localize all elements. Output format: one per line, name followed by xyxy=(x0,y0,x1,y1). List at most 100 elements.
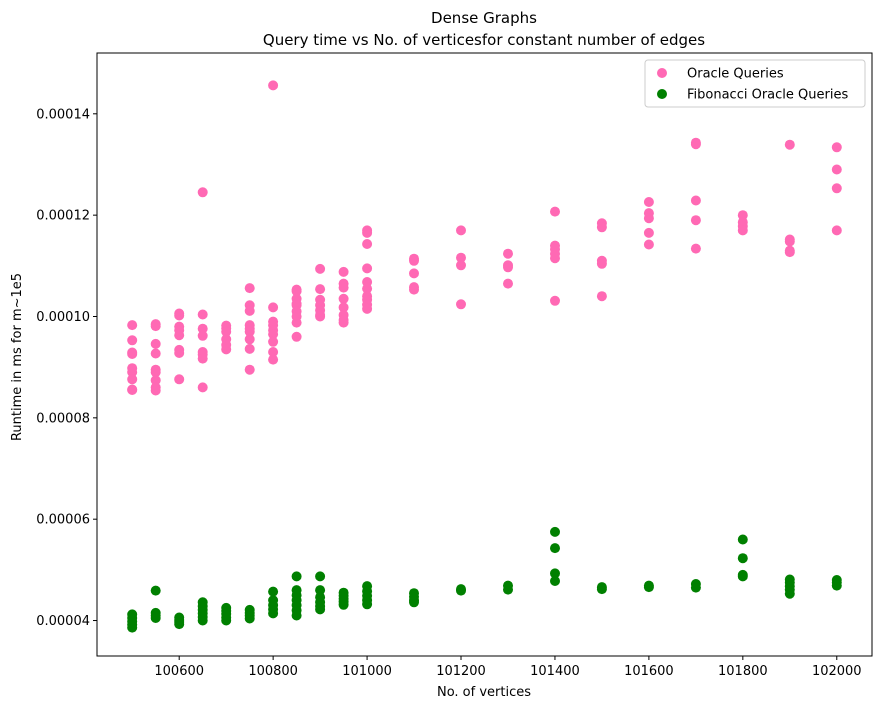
y-axis-label: Runtime in ms for m~1e5 xyxy=(10,273,25,441)
fibonacci-oracle-queries-point xyxy=(268,586,279,597)
fibonacci-oracle-queries-point xyxy=(831,580,842,591)
oracle-queries-point xyxy=(127,367,138,378)
oracle-queries-point xyxy=(362,227,373,238)
oracle-queries-point xyxy=(244,326,255,337)
oracle-queries-point xyxy=(268,354,279,365)
oracle-queries-point xyxy=(503,278,513,289)
chart-title: Dense Graphs xyxy=(431,9,537,27)
oracle-queries-point xyxy=(784,247,795,258)
oracle-queries-point xyxy=(315,263,326,274)
oracle-queries-point xyxy=(338,317,349,328)
oracle-queries-point xyxy=(244,364,255,375)
fibonacci-oracle-queries-point xyxy=(315,571,326,582)
oracle-queries-point xyxy=(150,338,161,349)
oracle-queries-point xyxy=(244,334,255,345)
oracle-queries-point xyxy=(291,317,302,328)
oracle-queries-point xyxy=(503,262,513,273)
oracle-queries-point xyxy=(456,225,466,236)
fibonacci-oracle-queries-point xyxy=(221,615,232,626)
fibonacci-oracle-queries-point xyxy=(244,613,255,624)
oracle-queries-point xyxy=(338,293,349,304)
fibonacci-oracle-queries-point xyxy=(550,576,560,586)
oracle-queries-point xyxy=(831,183,842,194)
oracle-queries-point xyxy=(127,349,138,359)
legend-box xyxy=(644,59,866,108)
y-tick-label: 0.00004 xyxy=(36,614,90,629)
oracle-queries-point xyxy=(174,310,185,321)
fibonacci-oracle-queries-point xyxy=(315,604,326,615)
oracle-queries-point xyxy=(831,225,842,236)
oracle-queries-point xyxy=(362,239,373,249)
oracle-queries-point xyxy=(596,291,607,302)
fibonacci-oracle-queries-point xyxy=(690,582,701,593)
oracle-queries-point xyxy=(550,253,560,264)
oracle-queries-point xyxy=(362,263,373,274)
oracle-queries-point xyxy=(244,305,255,316)
x-tick-label: 100600 xyxy=(154,664,204,679)
oracle-queries-point xyxy=(690,195,701,206)
fibonacci-oracle-queries-point xyxy=(174,619,185,630)
oracle-queries-point xyxy=(150,375,161,386)
fibonacci-oracle-queries-point xyxy=(550,526,560,537)
x-axis-ticks: 100600 100800 101000 101200 101400 101600 1018… xyxy=(154,656,862,679)
oracle-queries-point xyxy=(784,139,795,150)
fibonacci-oracle-queries-point xyxy=(737,571,748,582)
oracle-queries-point xyxy=(127,374,138,385)
fibonacci-oracle-queries-point xyxy=(197,615,208,626)
oracle-queries-point xyxy=(643,239,654,250)
fibonacci-oracle-queries-point xyxy=(784,588,795,599)
chart-subtitle: Query time vs No. of verticesfor constan… xyxy=(263,31,705,49)
oracle-queries-point xyxy=(197,353,208,364)
y-tick-label: 0.00014 xyxy=(36,107,90,122)
oracle-queries-point xyxy=(268,336,279,347)
oracle-queries-point xyxy=(737,210,748,221)
oracle-queries-point xyxy=(550,295,560,306)
y-tick-label: 0.00012 xyxy=(36,209,90,224)
oracle-queries-point xyxy=(244,283,255,294)
oracle-queries-point xyxy=(127,385,138,395)
fibonacci-oracle-queries-point xyxy=(737,534,748,545)
oracle-queries-point xyxy=(268,302,279,313)
oracle-queries-point xyxy=(174,330,185,341)
oracle-queries-point xyxy=(737,225,748,236)
oracle-queries-point xyxy=(409,284,419,295)
oracle-queries-point xyxy=(268,329,279,340)
fibonacci-oracle-queries-point xyxy=(268,608,279,619)
oracle-queries-point xyxy=(338,266,349,277)
fibonacci-oracle-queries-point xyxy=(596,584,607,595)
fibonacci-oracle-queries-point xyxy=(503,584,513,595)
oracle-queries-point xyxy=(831,164,842,175)
oracle-queries-point xyxy=(409,255,419,266)
oracle-queries-point xyxy=(315,311,326,322)
oracle-queries-point xyxy=(150,367,161,378)
y-tick-label: 0.00006 xyxy=(36,513,90,528)
legend-label-oracle-queries: Oracle Queries xyxy=(687,67,784,82)
oracle-queries-point xyxy=(197,330,208,341)
x-tick-label: 101000 xyxy=(342,664,392,679)
oracle-queries-point xyxy=(291,331,302,342)
data-points xyxy=(127,80,842,633)
legend-marker-oracle-queries xyxy=(657,68,667,78)
oracle-queries-point xyxy=(150,321,161,332)
oracle-queries-point xyxy=(596,258,607,269)
oracle-queries-point xyxy=(268,347,279,357)
oracle-queries-point xyxy=(456,299,466,310)
oracle-queries-point xyxy=(690,243,701,254)
oracle-queries-point xyxy=(197,323,208,334)
x-tick-label: 101600 xyxy=(624,664,674,679)
oracle-queries-point xyxy=(150,348,161,359)
x-tick-label: 102000 xyxy=(812,664,862,679)
oracle-queries-point xyxy=(409,268,419,279)
oracle-queries-point xyxy=(338,282,349,293)
oracle-queries-point xyxy=(643,197,654,207)
fibonacci-oracle-queries-point xyxy=(456,585,466,596)
oracle-queries-point xyxy=(456,260,466,271)
y-tick-label: 0.00010 xyxy=(36,310,90,325)
x-tick-label: 101200 xyxy=(436,664,486,679)
oracle-queries-point xyxy=(221,326,232,337)
x-tick-label: 100800 xyxy=(248,664,298,679)
fibonacci-oracle-queries-point xyxy=(150,585,161,596)
oracle-queries-point xyxy=(831,142,842,153)
x-tick-label: 101400 xyxy=(530,664,580,679)
